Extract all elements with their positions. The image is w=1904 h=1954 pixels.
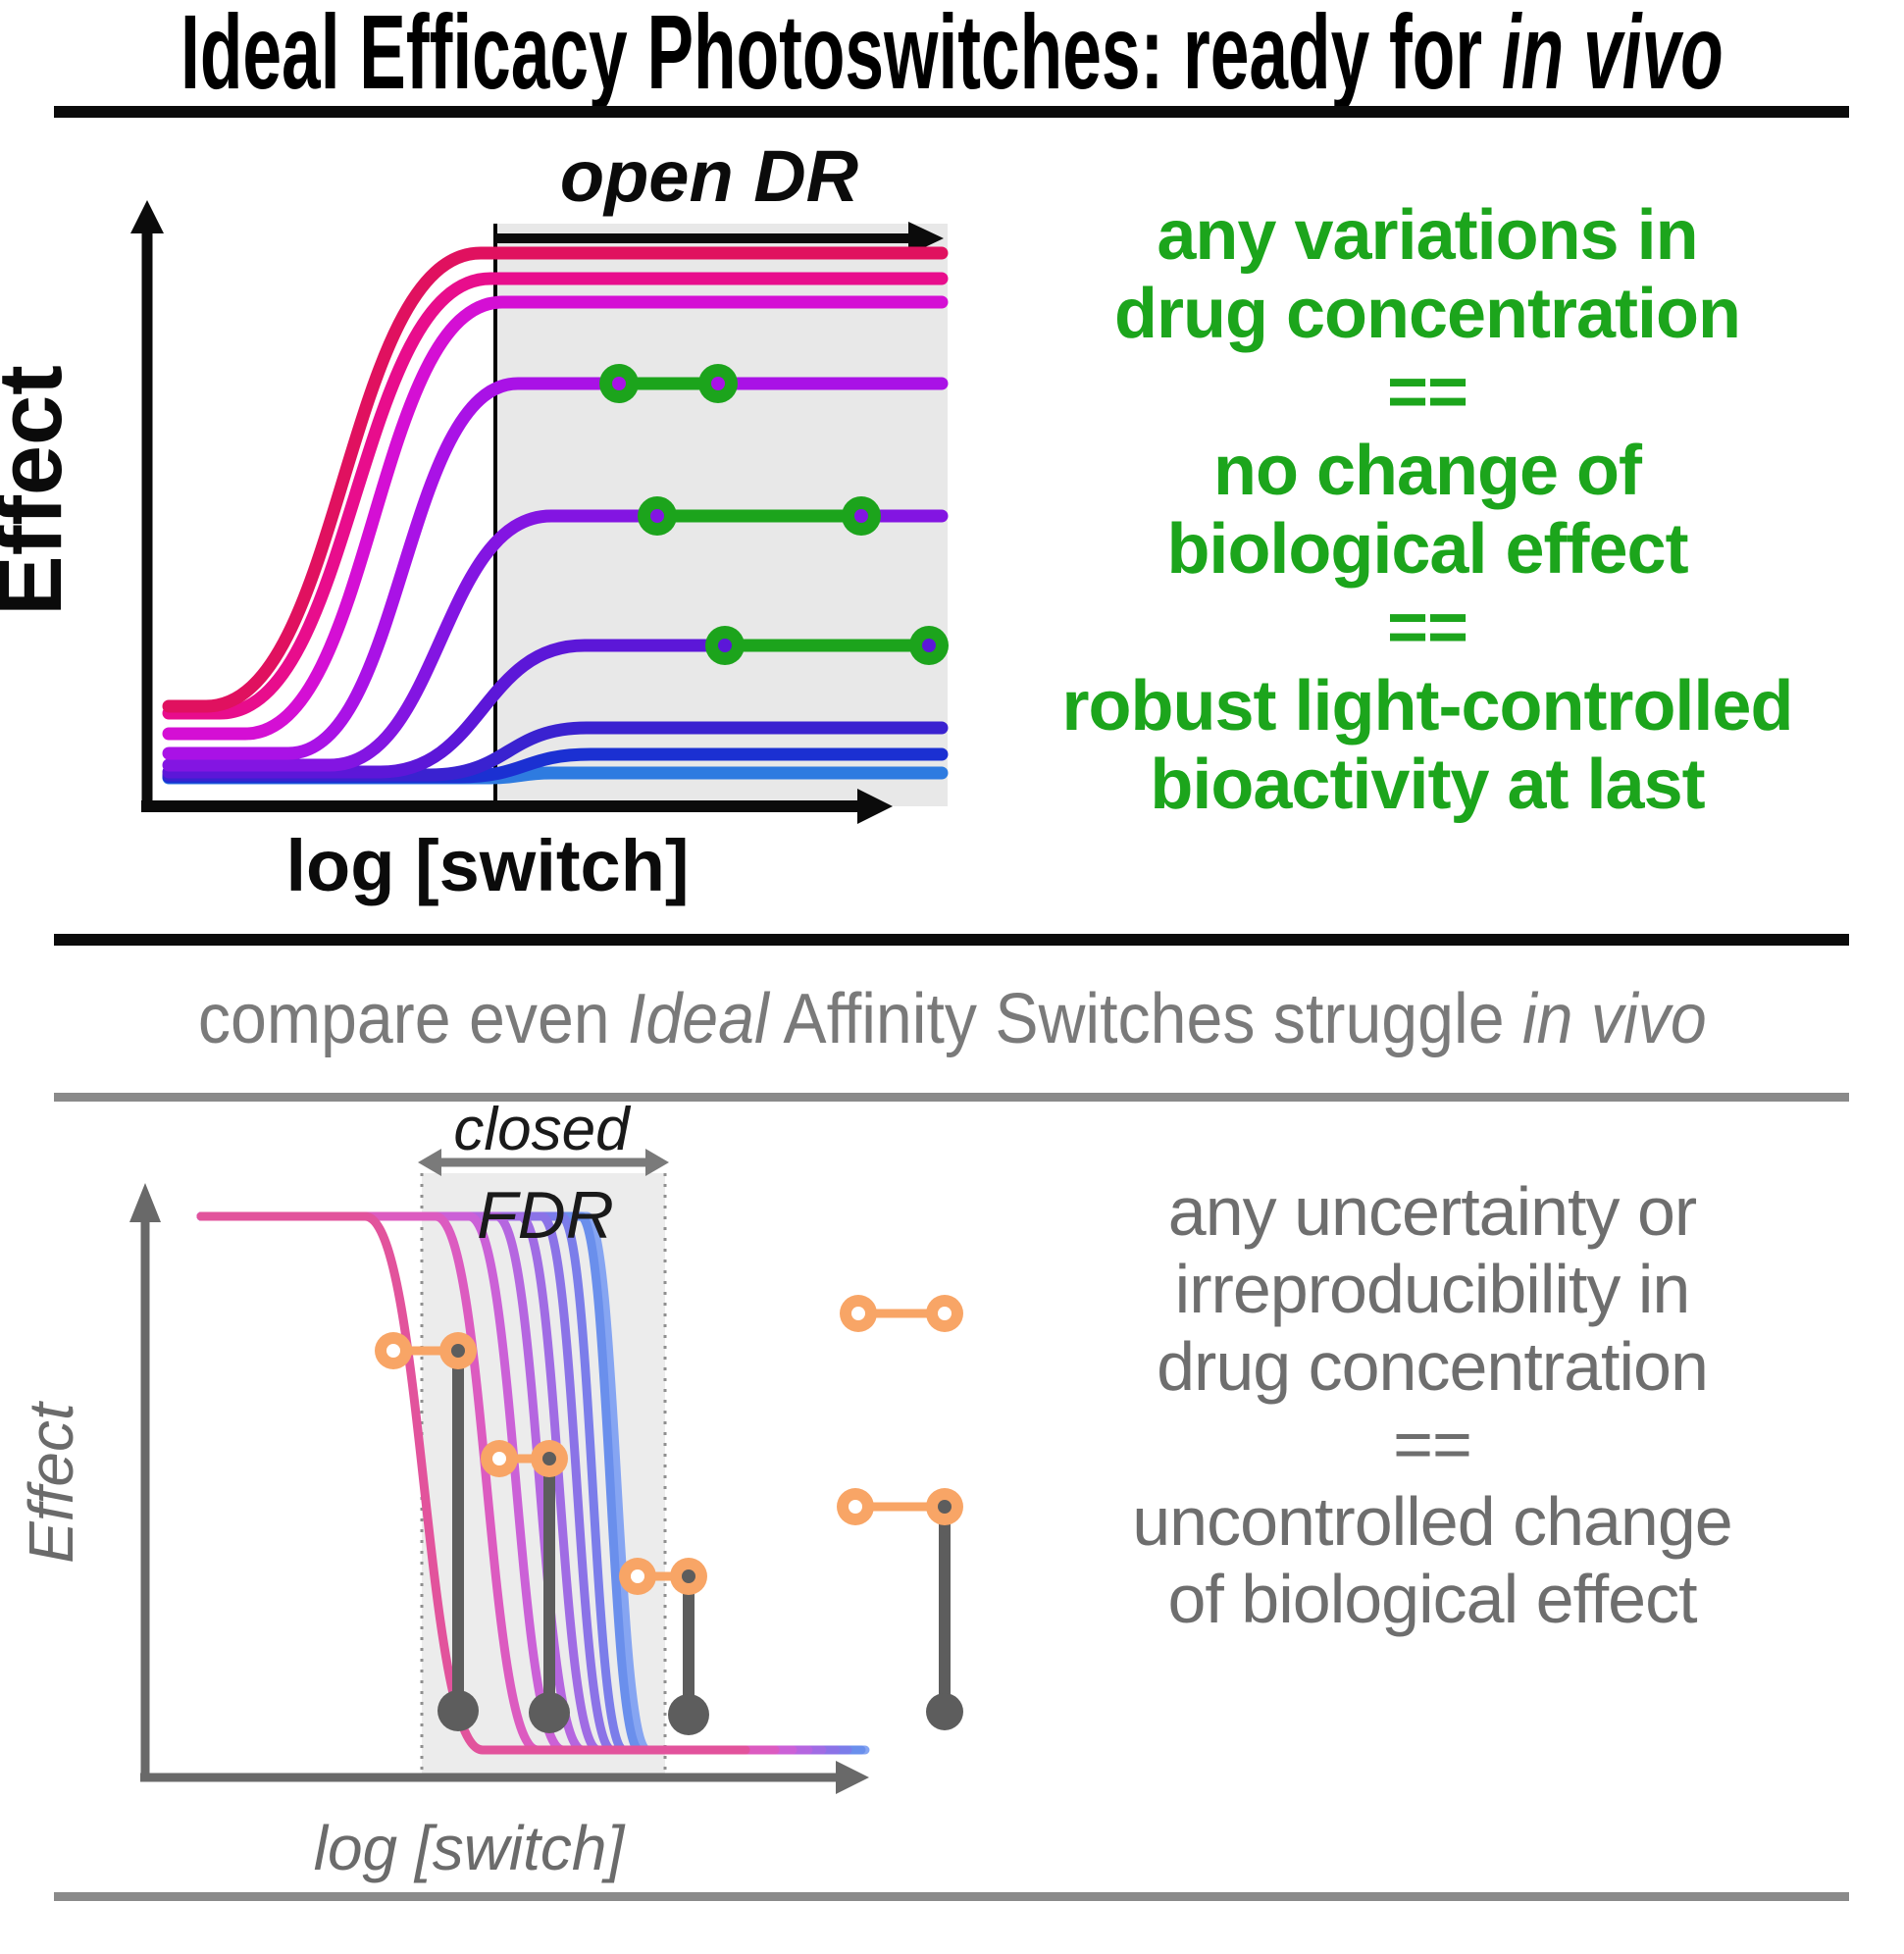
effect-change-ball <box>529 1692 570 1733</box>
no-change-ring-hole <box>612 377 626 390</box>
affinity-response-curve <box>196 1211 870 1755</box>
dose-response-curve <box>162 246 949 713</box>
figure-title: Ideal Efficacy Photoswitches: ready for … <box>0 0 1904 107</box>
gray-message-line: of biological effect <box>1167 1561 1697 1637</box>
x-axis-arrowhead <box>836 1761 869 1794</box>
green-message-line: biological effect <box>1166 510 1688 589</box>
dose-response-curve <box>162 639 949 779</box>
affinity-switch-chart: closed FDR Effect log [switch] <box>16 1096 963 1883</box>
affinity-response-curve <box>196 1211 841 1755</box>
fdr-arrowhead-left <box>418 1149 441 1176</box>
divider-top-black <box>54 106 1849 118</box>
effect-change-ball <box>437 1690 479 1731</box>
y-axis-arrowhead <box>129 1183 161 1222</box>
open-dr-label: open DR <box>560 135 858 217</box>
uncertainty-ring-hole <box>386 1344 400 1358</box>
x-axis-label: log [switch] <box>314 1813 626 1883</box>
affinity-response-curve <box>196 1211 866 1755</box>
divider-middle-black <box>54 934 1849 946</box>
green-message-line: == <box>1386 589 1468 667</box>
text-segment: Affinity Switches struggle <box>768 980 1522 1058</box>
uncertainty-ring-dot <box>938 1500 952 1514</box>
dose-response-curve <box>162 377 949 760</box>
italic-text-segment: Ideal <box>627 980 769 1058</box>
x-axis-arrowhead <box>857 789 893 824</box>
green-message-line: == <box>1386 353 1468 432</box>
gray-message: any uncertainty or irreproducibility in dr… <box>976 1173 1888 1638</box>
uncertainty-ring-dot <box>451 1344 465 1358</box>
efficacy-switch-chart: open DR Effect log [switch] <box>0 135 949 906</box>
divider-heading-gray <box>54 1093 1849 1102</box>
green-message-line: drug concentration <box>1113 275 1741 353</box>
affinity-response-curve <box>196 1211 813 1755</box>
no-change-ring-hole <box>922 639 936 652</box>
dose-response-curve <box>162 272 949 720</box>
uncertainty-ring-hole <box>631 1569 644 1583</box>
green-message-line: any variations in <box>1157 196 1698 275</box>
closed-label: closed <box>453 1096 632 1163</box>
divider-bottom-gray <box>54 1892 1849 1901</box>
green-message-line: no change of <box>1213 432 1642 510</box>
fdr-label: FDR <box>477 1178 614 1253</box>
gray-message-line: irreproducibility in <box>1174 1251 1691 1327</box>
y-axis-label: Effect <box>16 1401 86 1564</box>
dose-response-curve <box>162 747 949 784</box>
gray-message-line: drug concentration <box>1157 1328 1709 1405</box>
no-change-ring-hole <box>718 639 732 652</box>
figure-title-text: Ideal Efficacy Photoswitches: ready for … <box>180 0 1724 107</box>
section-heading: compare even Ideal Affinity Switches str… <box>0 980 1904 1058</box>
x-axis-label: log [switch] <box>285 825 689 906</box>
green-message-line: robust light-controlled <box>1061 667 1794 746</box>
y-axis-label: Effect <box>0 365 80 616</box>
section-heading-text: compare even Ideal Affinity Switches str… <box>197 980 1707 1058</box>
effect-change-ball <box>926 1693 963 1730</box>
gray-message-line: any uncertainty or <box>1167 1173 1697 1250</box>
affinity-response-curve <box>196 1211 852 1755</box>
italic-text-segment: in vivo <box>1521 980 1707 1058</box>
effect-change-ball <box>668 1694 709 1735</box>
dose-response-curve <box>162 721 949 782</box>
text-segment: compare even <box>197 980 628 1058</box>
no-change-ring-hole <box>854 509 868 523</box>
uncertainty-ring-hole <box>851 1307 865 1320</box>
affinity-response-curve <box>196 1211 780 1755</box>
italic-text-segment: in vivo <box>1502 0 1724 111</box>
no-change-ring-hole <box>711 377 725 390</box>
gray-message-line: == <box>1393 1406 1472 1482</box>
green-message: any variations in drug concentration == no … <box>966 196 1888 824</box>
dose-response-curve <box>162 509 949 772</box>
uncertainty-ring-dot <box>682 1569 695 1583</box>
no-change-ring-hole <box>650 509 664 523</box>
uncertainty-ring-dot <box>938 1307 952 1320</box>
uncertainty-ring-dot <box>542 1452 556 1466</box>
text-segment: Ideal Efficacy Photoswitches: ready for <box>180 0 1503 111</box>
uncertainty-ring-hole <box>849 1500 862 1514</box>
dose-response-curve <box>162 295 949 741</box>
uncertainty-ring-hole <box>492 1452 506 1466</box>
affinity-response-curve <box>196 1211 827 1755</box>
green-message-line: bioactivity at last <box>1150 746 1705 824</box>
y-axis-arrowhead <box>130 200 164 233</box>
gray-message-line: uncontrolled change <box>1132 1483 1732 1560</box>
fdr-arrowhead-right <box>645 1149 669 1176</box>
